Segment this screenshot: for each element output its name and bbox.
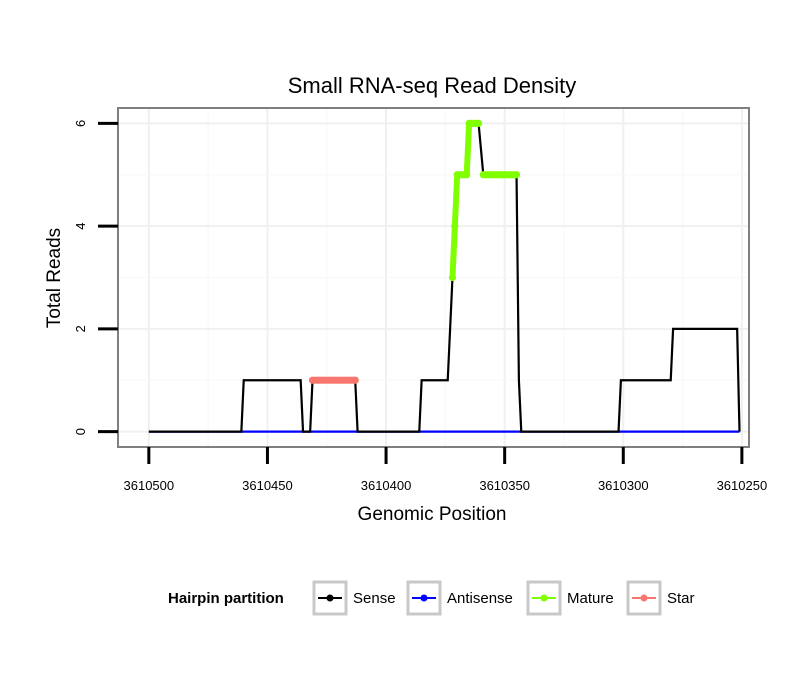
x-tick-label: 3610250 (717, 478, 768, 493)
mature-segment (451, 171, 461, 230)
legend-label-antisense: Antisense (447, 590, 513, 607)
star-point (351, 376, 359, 384)
x-tick-label: 3610350 (479, 478, 530, 493)
legend-marker-sense (326, 594, 334, 602)
x-axis: 3610500 3610450 3610400 3610350 3610300 36102… (124, 447, 768, 493)
mature-point (463, 171, 471, 179)
legend-marker-antisense (420, 594, 428, 602)
legend: Hairpin partition Sense Antisense Mature St… (168, 580, 695, 616)
mature-point (448, 273, 457, 282)
mature-point (474, 119, 483, 128)
legend-title: Hairpin partition (168, 590, 284, 607)
mature-segment (463, 120, 473, 178)
mature-point (451, 222, 459, 230)
x-tick-label: 3610400 (361, 478, 412, 493)
mature-point (512, 171, 521, 179)
grid (118, 108, 749, 447)
y-axis-title: Total Reads (44, 228, 65, 328)
mature-segment (449, 223, 458, 281)
chart-title: Small RNA-seq Read Density (288, 73, 577, 98)
x-tick-label: 3610300 (598, 478, 649, 493)
y-axis: 0 2 4 6 (73, 120, 118, 435)
legend-marker-mature (540, 594, 548, 602)
y-tick-label: 2 (73, 325, 88, 332)
plot-border (117, 107, 750, 448)
legend-label-star: Star (667, 590, 695, 607)
legend-marker-star (640, 594, 648, 602)
legend-label-sense: Sense (353, 590, 396, 607)
marker-layer (308, 119, 521, 384)
legend-label-mature: Mature (567, 590, 614, 607)
x-tick-label: 3610450 (242, 478, 293, 493)
y-tick-label: 4 (73, 223, 88, 230)
x-tick-label: 3610500 (124, 478, 175, 493)
y-tick-label: 6 (73, 120, 88, 127)
y-tick-label: 0 (73, 428, 88, 435)
x-axis-title: Genomic Position (358, 504, 507, 525)
